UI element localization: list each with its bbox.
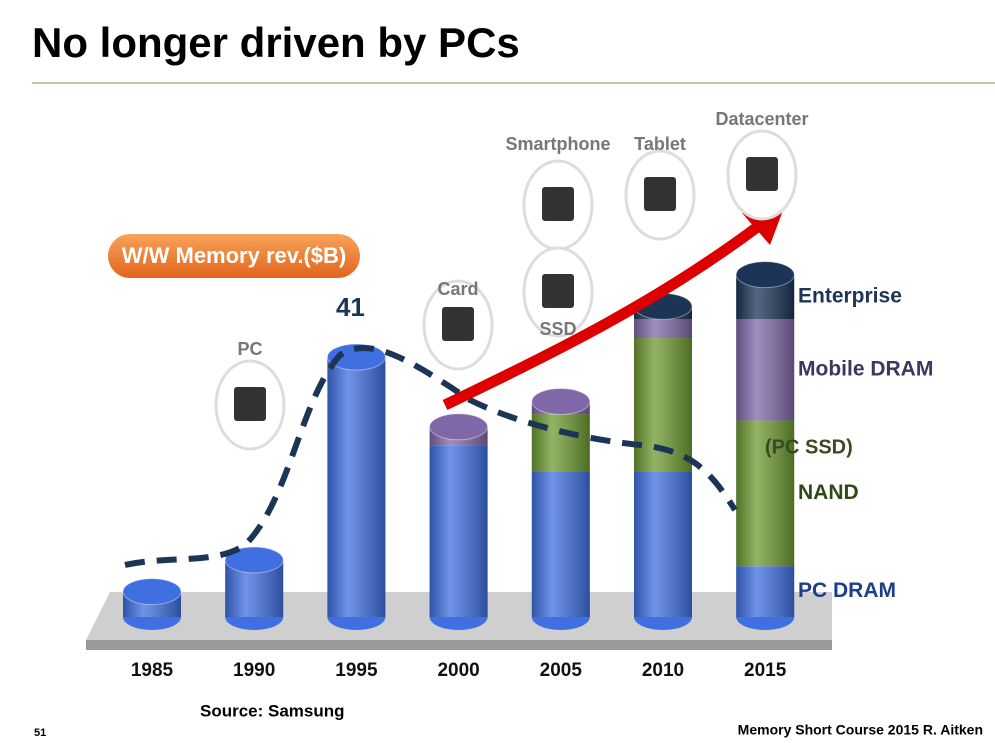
growth-arrow <box>442 220 764 410</box>
bar-cap <box>122 578 182 606</box>
icon <box>542 274 574 308</box>
annotation: Tablet <box>634 134 686 154</box>
ssd-label: (PC SSD) <box>765 436 853 458</box>
bar-cap <box>735 261 795 289</box>
annotation: Datacenter <box>715 109 808 129</box>
legend-label: Enterprise <box>798 284 902 307</box>
data-label: 41 <box>336 292 365 322</box>
chart-title: W/W Memory rev.($B) <box>122 243 347 268</box>
icon <box>644 177 676 211</box>
icon <box>442 307 474 341</box>
legend-label: Mobile DRAM <box>798 357 933 380</box>
icon <box>234 387 266 421</box>
annotation: PC <box>237 339 262 359</box>
annotation: Card <box>437 279 478 299</box>
x-tick-label: 2010 <box>642 660 684 681</box>
annotation: SSD <box>539 319 576 339</box>
bar-shade <box>736 274 795 617</box>
bar-cap <box>429 413 489 441</box>
bar-shade <box>327 357 386 617</box>
platform-edge <box>86 640 832 650</box>
legend-label: NAND <box>798 481 859 504</box>
x-tick-label: 1995 <box>335 660 378 681</box>
annotation: Smartphone <box>505 134 610 154</box>
page-number: 51 <box>34 727 46 739</box>
legend-label: PC DRAM <box>798 579 896 602</box>
bar-shade <box>634 306 692 617</box>
x-tick-label: 1985 <box>131 660 174 681</box>
slide-title: No longer driven by PCs <box>32 19 520 66</box>
pc-trend <box>124 344 738 568</box>
bar-shade <box>429 426 488 617</box>
source: Source: Samsung <box>200 701 345 720</box>
x-tick-label: 2005 <box>540 660 583 681</box>
bar-cap <box>224 546 284 574</box>
x-tick-label: 2015 <box>744 660 787 681</box>
bar-cap <box>531 387 591 415</box>
bar-shade <box>531 401 590 617</box>
x-tick-label: 2000 <box>437 660 479 681</box>
icon <box>542 187 574 221</box>
chart-badge <box>108 234 360 278</box>
x-tick-label: 1990 <box>233 660 275 681</box>
icon <box>746 157 778 191</box>
footer: Memory Short Course 2015 R. Aitken <box>738 722 983 738</box>
